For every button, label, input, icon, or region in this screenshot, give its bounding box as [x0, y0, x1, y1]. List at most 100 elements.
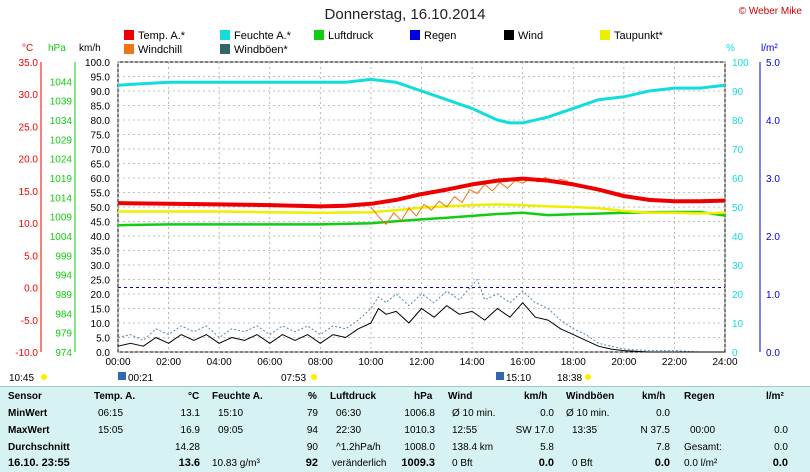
axis-unit-temp: °C	[22, 43, 33, 54]
pressure-tick-label: 974	[55, 348, 72, 359]
wind-tick-label: 5.0	[96, 334, 110, 345]
humidity-tick-label: 50	[732, 203, 744, 214]
legend-swatch	[504, 30, 514, 40]
col-header-humidity-unit: %	[308, 391, 317, 402]
col-header-pressure: Luftdruck	[330, 391, 377, 402]
legend-item-pressure: Luftdruck	[314, 30, 373, 43]
cell: 09:05	[218, 425, 244, 436]
wind-tick-label: 25.0	[91, 276, 111, 287]
cell: 7.8	[656, 442, 670, 453]
cell: 5.8	[540, 442, 554, 453]
pressure-tick-label: 1029	[50, 135, 73, 146]
col-header-wind: Wind	[448, 391, 473, 402]
temp-tick-label: -5.0	[21, 316, 39, 327]
cell: 1006.8	[404, 408, 435, 419]
humidity-tick-label: 40	[732, 232, 744, 243]
wind-tick-label: 55.0	[91, 189, 111, 200]
wind-series-line	[117, 302, 725, 353]
pressure-tick-label: 1039	[50, 97, 73, 108]
cell: 00:00	[690, 425, 716, 436]
moon-icon	[118, 372, 126, 380]
col-header-gust-unit: km/h	[642, 391, 666, 402]
cell: 92	[305, 457, 318, 469]
legend-item-rain: Regen	[410, 30, 456, 43]
cell: 1008.0	[404, 442, 435, 453]
axis-unit-rain: l/m²	[761, 43, 778, 54]
humidity-tick-label: 20	[732, 290, 744, 301]
col-header-temp-unit: °C	[188, 391, 200, 402]
axes: 00:00 02:00 04:00 06:00 08:00 10:00 12:00 14:00…	[15, 58, 780, 368]
pressure-tick-label: 999	[55, 251, 72, 262]
gust-series-line	[117, 279, 725, 353]
cell: 06:30	[336, 408, 362, 419]
cell: 94	[306, 425, 318, 436]
cell: 0.0	[772, 457, 788, 469]
cell: 1009.3	[401, 457, 435, 469]
row-label: Durchschnitt	[8, 442, 70, 453]
col-header-rain-unit: l/m²	[766, 391, 784, 402]
pressure-tick-label: 1009	[50, 213, 73, 224]
temp-tick-label: 5.0	[24, 251, 38, 262]
temp-tick-label: 35.0	[19, 58, 39, 69]
wind-tick-label: 35.0	[91, 247, 111, 258]
cell: 0 Bft	[572, 458, 593, 469]
legend-label: Temp. A.*	[138, 30, 186, 42]
x-tick-label: 14:00	[460, 357, 485, 368]
cell: 14.28	[174, 442, 200, 453]
temp-tick-label: 20.0	[19, 155, 39, 166]
cell: 0.0	[540, 408, 554, 419]
humidity-tick-label: 80	[732, 116, 744, 127]
row-label: MaxWert	[8, 425, 50, 436]
pressure-tick-label: 1019	[50, 174, 73, 185]
col-header-wind-unit: km/h	[524, 391, 548, 402]
cell: 0.0	[656, 408, 670, 419]
legend-item-humidity: Feuchte A.*	[220, 30, 291, 43]
sun-icon	[311, 374, 317, 380]
rain-tick-label: 4.0	[766, 116, 780, 127]
legend-item-dewpoint: Taupunkt*	[600, 30, 663, 43]
col-header-sensor: Sensor	[8, 391, 42, 402]
legend-label: Regen	[424, 30, 457, 42]
pressure-tick-label: 984	[55, 309, 72, 320]
cell: SW 17.0	[515, 425, 554, 436]
pressure-tick-label: 989	[55, 290, 72, 301]
pressure-tick-label: 1004	[50, 232, 73, 243]
legend-swatch	[124, 44, 134, 54]
wind-tick-label: 20.0	[91, 290, 111, 301]
humidity-tick-label: 90	[732, 87, 744, 98]
legend-item-windchill: Windchill	[124, 44, 182, 57]
moon-time-b: 07:53	[281, 373, 306, 384]
legend-label: Feuchte A.*	[234, 30, 291, 42]
temp-tick-label: 25.0	[19, 122, 39, 133]
pressure-tick-label: 1024	[50, 155, 73, 166]
stats-table: Sensor Temp. A. °C Feuchte A. % Luftdruc…	[0, 386, 810, 472]
col-header-pressure-unit: hPa	[414, 391, 433, 402]
x-tick-label: 04:00	[207, 357, 232, 368]
wind-tick-label: 100.0	[85, 58, 110, 69]
x-tick-label: 10:00	[358, 357, 383, 368]
cell: 10.83 g/m³	[212, 458, 260, 469]
wind-tick-label: 0.0	[96, 348, 110, 359]
chart-title: Donnerstag, 16.10.2014	[324, 6, 486, 23]
x-tick-label: 24:00	[712, 357, 737, 368]
moon-icon	[496, 372, 504, 380]
col-header-gust: Windböen	[566, 391, 615, 402]
cell: 79	[306, 408, 318, 419]
cell: 15:05	[98, 425, 124, 436]
dewpoint-series-line	[118, 203, 726, 215]
wind-tick-label: 75.0	[91, 131, 111, 142]
cell: 13.1	[180, 408, 200, 419]
legend-label: Windchill	[138, 44, 183, 56]
wind-tick-label: 40.0	[91, 232, 111, 243]
cell: 13:35	[572, 425, 598, 436]
temp-tick-label: 10.0	[19, 219, 39, 230]
cell: 0.0	[538, 457, 554, 469]
rain-tick-label: 2.0	[766, 232, 780, 243]
temp-series-line	[117, 176, 726, 209]
humidity-tick-label: 70	[732, 145, 744, 156]
wind-tick-label: 10.0	[91, 319, 111, 330]
sun-icon	[585, 374, 591, 380]
wind-tick-label: 45.0	[91, 218, 111, 229]
weather-chart: 00:00 02:00 04:00 06:00 08:00 10:00 12:00 14:00…	[9, 43, 780, 384]
cell: 138.4 km	[452, 442, 494, 453]
